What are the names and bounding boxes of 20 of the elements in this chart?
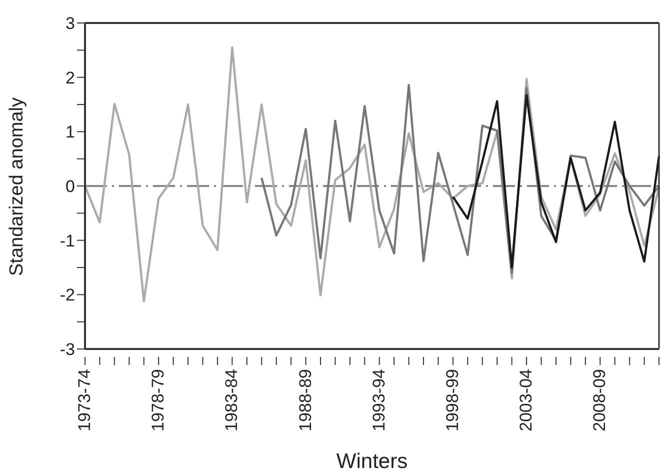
x-tick-label: 2008-09 bbox=[590, 369, 610, 432]
y-tick-label: 1 bbox=[66, 122, 75, 142]
y-tick-label: -1 bbox=[60, 231, 75, 250]
y-tick-label: 3 bbox=[66, 14, 75, 34]
line-series bbox=[84, 46, 660, 302]
x-axis-title: Winters bbox=[336, 450, 408, 473]
y-axis-title: Standarized anomaly bbox=[6, 97, 28, 276]
x-tick-label: 1973-74 bbox=[75, 369, 94, 432]
x-tick-label: 1993-94 bbox=[369, 369, 388, 432]
x-tick-label: 1998-99 bbox=[442, 369, 462, 432]
x-tick-label: 1988-89 bbox=[296, 369, 315, 432]
y-tick-label: -3 bbox=[60, 340, 75, 360]
x-tick-label: 2003-04 bbox=[516, 369, 536, 432]
x-tick-label: 1978-79 bbox=[148, 369, 168, 432]
x-tick-label: 1983-84 bbox=[222, 369, 242, 432]
line-series bbox=[260, 84, 660, 274]
line-series bbox=[452, 94, 660, 269]
y-tick-label: 2 bbox=[66, 68, 75, 88]
y-tick-label: 0 bbox=[66, 177, 75, 196]
y-tick-label: -2 bbox=[60, 286, 75, 305]
